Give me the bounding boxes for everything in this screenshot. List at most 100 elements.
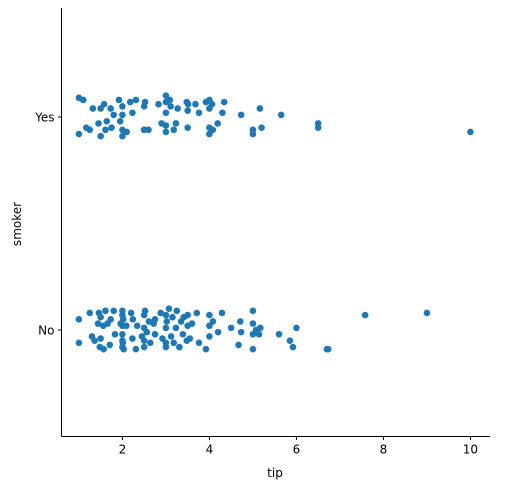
x-tick-label: 10: [463, 443, 478, 457]
data-point-no: [132, 345, 140, 353]
data-point-no: [140, 343, 148, 351]
data-point-yes: [184, 124, 191, 131]
data-point-no: [133, 322, 141, 330]
data-point-no: [170, 339, 178, 347]
data-point-no: [236, 318, 244, 325]
data-point-no: [129, 316, 137, 323]
data-point-yes: [86, 126, 94, 134]
data-point-no: [75, 316, 83, 323]
data-point-yes: [277, 111, 285, 119]
data-point-yes: [314, 124, 322, 131]
y-tick-label: Yes: [34, 111, 54, 125]
data-point-no: [110, 307, 118, 315]
data-point-no: [293, 324, 300, 332]
data-point-yes: [167, 103, 174, 110]
data-point-no: [146, 339, 154, 347]
x-axis-label: tip: [267, 466, 283, 480]
x-ticks: 2 4 6 8 10: [119, 436, 478, 457]
data-point-yes: [119, 132, 126, 140]
data-point-no: [172, 324, 180, 332]
data-point-no: [214, 328, 222, 336]
data-point-no: [202, 345, 210, 353]
data-point-no: [100, 345, 107, 353]
data-point-yes: [129, 109, 136, 117]
data-point-no: [361, 311, 369, 319]
data-point-yes: [162, 92, 170, 99]
data-point-no: [184, 311, 191, 319]
data-point-no: [176, 343, 183, 351]
data-point-yes: [108, 124, 115, 131]
data-point-yes: [95, 120, 102, 127]
data-point-no: [162, 311, 170, 319]
data-point-no: [257, 324, 264, 332]
data-point-no: [102, 307, 109, 315]
data-point-yes: [119, 103, 126, 110]
data-point-yes: [155, 100, 162, 108]
data-point-yes: [107, 105, 114, 112]
data-point-yes: [162, 128, 170, 136]
data-point-no: [119, 330, 126, 338]
data-point-yes: [100, 100, 108, 108]
data-point-no: [289, 343, 297, 351]
data-point-no: [140, 337, 148, 344]
data-point-yes: [195, 109, 203, 117]
data-point-yes: [256, 105, 264, 112]
data-point-no: [249, 345, 257, 353]
data-point-yes: [174, 105, 181, 112]
data-point-yes: [249, 130, 257, 138]
data-point-no: [169, 313, 176, 321]
data-point-no: [163, 318, 171, 325]
data-point-yes: [170, 126, 178, 134]
data-point-yes: [184, 100, 192, 108]
y-ticks: Yes No: [34, 111, 62, 338]
data-point-no: [255, 330, 263, 338]
data-point-yes: [214, 120, 221, 127]
data-point-yes: [75, 130, 83, 138]
data-point-yes: [145, 126, 152, 134]
data-point-no: [195, 339, 203, 347]
data-point-no: [167, 333, 175, 340]
data-point-yes: [116, 117, 124, 125]
data-point-no: [162, 343, 170, 351]
data-point-yes: [97, 132, 104, 140]
data-point-no: [209, 318, 217, 325]
data-point-no: [123, 322, 130, 330]
data-point-no: [188, 320, 196, 327]
data-point-yes: [192, 100, 199, 108]
data-point-no: [324, 345, 332, 353]
data-point-no: [179, 330, 187, 338]
data-point-no: [237, 328, 245, 336]
data-point-no: [75, 339, 83, 347]
data-point-no: [249, 307, 257, 315]
data-point-yes: [184, 107, 191, 114]
data-point-no: [120, 345, 128, 353]
data-point-yes: [209, 126, 217, 134]
data-point-yes: [166, 96, 174, 104]
data-point-yes: [89, 105, 97, 112]
data-point-no: [157, 309, 164, 317]
x-tick-label: 2: [119, 443, 127, 457]
data-point-no: [86, 309, 94, 317]
data-point-yes: [467, 128, 474, 136]
data-point-yes: [172, 120, 180, 127]
data-point-yes: [141, 98, 149, 106]
data-point-no: [227, 324, 235, 332]
data-point-no: [111, 330, 119, 338]
data-point-yes: [126, 98, 134, 106]
x-tick-label: 4: [206, 443, 214, 457]
data-point-no: [235, 341, 242, 349]
data-point-yes: [162, 109, 170, 117]
data-point-no: [143, 328, 151, 336]
data-point-no: [165, 305, 173, 313]
data-point-no: [151, 330, 159, 338]
data-point-yes: [115, 96, 123, 104]
x-tick-label: 8: [380, 443, 388, 457]
data-point-no: [97, 313, 104, 321]
data-point-yes: [119, 111, 126, 119]
x-tick-label: 6: [293, 443, 301, 457]
data-point-no: [94, 320, 102, 327]
data-point-no: [286, 337, 294, 344]
data-point-no: [151, 316, 159, 323]
data-point-no: [162, 324, 170, 332]
